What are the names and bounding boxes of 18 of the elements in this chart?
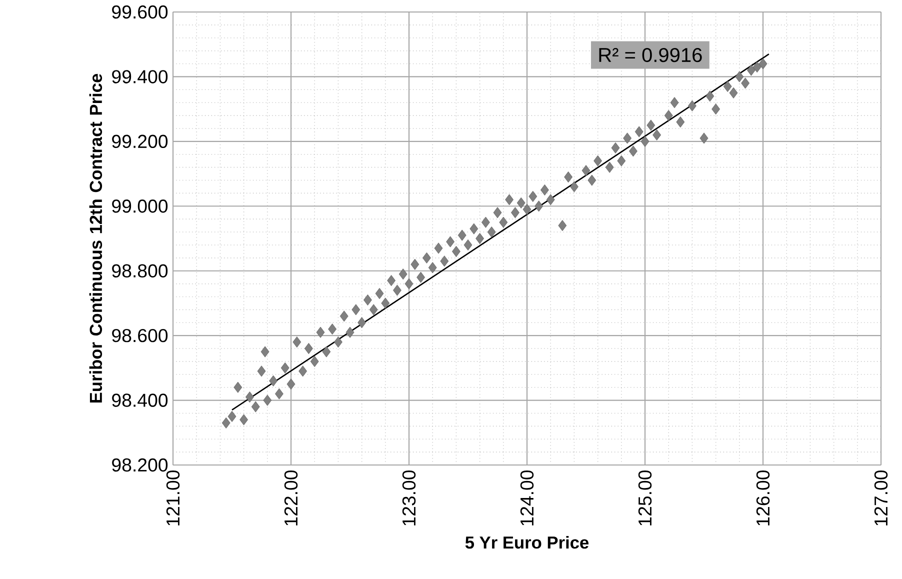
y-tick-label: 99.400 xyxy=(112,70,168,84)
y-tick-label: 99.600 xyxy=(112,5,168,19)
x-tick-label: 121.00 xyxy=(166,470,180,526)
annotation: R² = 0.9916 xyxy=(599,48,702,62)
x-tick-label: 125.00 xyxy=(638,470,652,526)
x-tick-label: 124.00 xyxy=(520,470,534,526)
x-tick-label: 126.00 xyxy=(756,470,770,526)
y-tick-label: 98.600 xyxy=(112,328,168,342)
y-axis-title: Euribor Continuous 12th Contract Price xyxy=(89,74,102,403)
y-tick-label: 98.400 xyxy=(112,394,168,407)
x-tick-label: 122.00 xyxy=(284,470,298,526)
y-tick-label: 99.200 xyxy=(112,134,168,148)
y-tick-label: 98.800 xyxy=(112,264,168,278)
y-tick-label: 99.000 xyxy=(112,200,168,213)
y-tick-label: 98.200 xyxy=(112,458,168,472)
x-axis-title: 5 Yr Euro Price xyxy=(465,536,589,549)
x-tick-label: 127.00 xyxy=(874,470,888,526)
x-tick-label: 123.00 xyxy=(402,470,416,526)
